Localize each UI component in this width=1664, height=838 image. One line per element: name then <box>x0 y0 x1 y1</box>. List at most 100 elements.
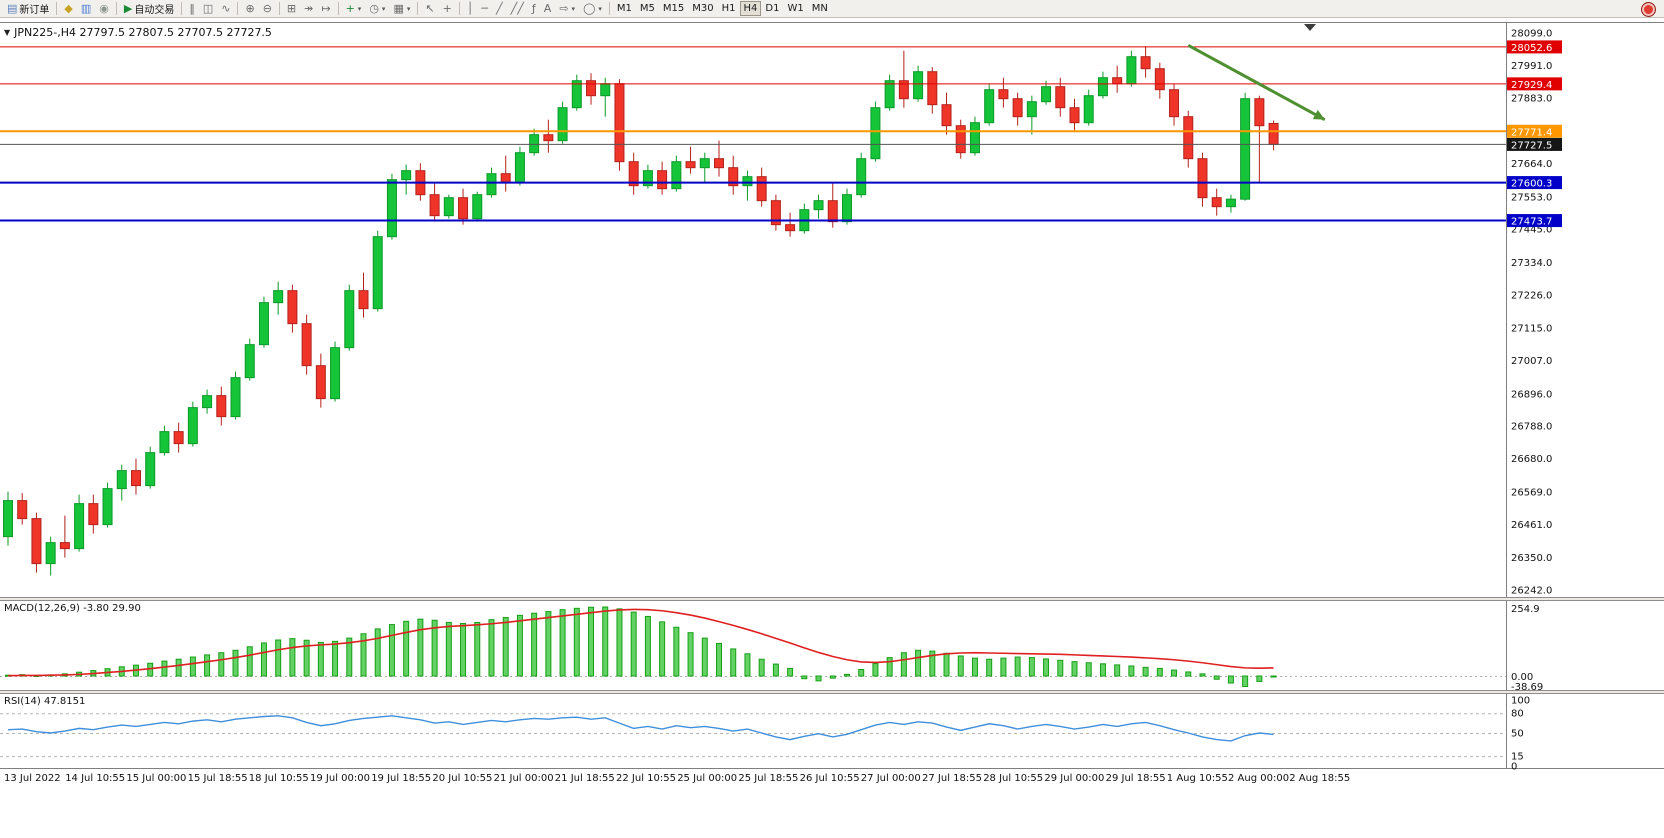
timeframe-m15-button[interactable]: M15 <box>659 1 688 16</box>
crosshair-button[interactable]: + <box>439 1 456 16</box>
indicators-button[interactable]: + ▾ <box>342 1 366 16</box>
tile-windows-button[interactable]: ⊞ <box>283 1 300 16</box>
price-badge-bg <box>1507 137 1562 151</box>
timeframe-m5-button[interactable]: M5 <box>636 1 659 16</box>
chart-shift-icon: ↦ <box>321 2 331 15</box>
arrows-button[interactable]: ⇨ ▾ <box>555 1 579 16</box>
macd-axis-label: 254.9 <box>1511 604 1540 615</box>
new-order-icon: ▤ <box>7 2 18 15</box>
text-label-button[interactable]: A <box>540 1 556 16</box>
trend-arrow[interactable] <box>1187 43 1326 122</box>
auto-trading-button[interactable]: ▶ 自动交易 <box>120 1 178 16</box>
timeframe-d1-label: D1 <box>765 3 780 14</box>
candlestick-chart-button[interactable]: ◫ <box>199 1 217 16</box>
candle-body <box>45 542 56 565</box>
candle-body <box>273 290 284 304</box>
line-chart-icon: ∿ <box>221 2 231 15</box>
timeframe-m1-button[interactable]: M1 <box>613 1 636 16</box>
macd-bar <box>858 669 865 677</box>
macd-bar <box>1213 675 1220 680</box>
timeframe-mn-button[interactable]: MN <box>808 1 832 16</box>
macd-bar <box>573 607 580 677</box>
timeframe-d1-button[interactable]: D1 <box>761 1 783 16</box>
shapes-button[interactable]: ◯ ▾ <box>579 1 606 16</box>
timeframe-m30-button[interactable]: M30 <box>688 1 717 16</box>
macd-bar <box>488 619 495 677</box>
panel-splitter[interactable] <box>0 598 1664 600</box>
price-axis-label: 26350.0 <box>1511 553 1552 564</box>
candle-body <box>543 134 554 142</box>
auto-scroll-icon: ↠ <box>304 2 314 15</box>
candles-layer <box>3 46 1279 576</box>
macd-axis-label: 0.00 <box>1511 672 1533 683</box>
caret-down-icon: ▾ <box>571 4 576 13</box>
candle-body <box>372 236 383 310</box>
macd-bar <box>502 617 509 677</box>
time-axis-label: 27 Jul 18:55 <box>922 773 982 784</box>
candle-body <box>898 80 909 100</box>
price-badge-bg <box>1507 214 1562 228</box>
chart-shift-marker[interactable] <box>1304 24 1316 31</box>
chart-shift-button[interactable]: ↦ <box>317 1 334 16</box>
toolbar-separator <box>181 2 183 15</box>
macd-bar <box>303 639 310 677</box>
horizontal-line-icon: ─ <box>481 2 489 15</box>
candle-body <box>1026 101 1037 118</box>
price-badge-text: 27473.7 <box>1511 217 1552 228</box>
new-order-button[interactable]: ▤ 新订单 <box>3 1 53 16</box>
time-axis-label: 15 Jul 18:55 <box>188 773 248 784</box>
time-axis-label: 29 Jul 18:55 <box>1106 773 1166 784</box>
timeframe-h1-button[interactable]: H1 <box>718 1 740 16</box>
caret-down-icon: ▾ <box>357 4 362 13</box>
panel-splitter[interactable] <box>0 691 1664 693</box>
macd-bar <box>317 641 324 677</box>
vertical-line-button[interactable]: │ <box>463 1 478 16</box>
auto-scroll-button[interactable]: ↠ <box>300 1 317 16</box>
data-window-button[interactable]: ▥ <box>77 1 95 16</box>
cursor-button[interactable]: ↖ <box>421 1 438 16</box>
bars-chart-button[interactable]: ‖ <box>185 1 199 16</box>
fibonacci-icon: ƒ <box>531 2 536 15</box>
macd-axis-label: -38.69 <box>1511 682 1543 693</box>
candle-body <box>1055 86 1066 109</box>
candle-body <box>813 200 824 211</box>
templates-button[interactable]: ▦ ▾ <box>389 1 414 16</box>
chart-dropdown-icon[interactable]: ▼ <box>4 27 11 37</box>
bars-chart-icon: ‖ <box>189 2 195 15</box>
zoom-in-button[interactable]: ⊕ <box>241 1 258 16</box>
macd-bar <box>772 663 779 677</box>
price-axis-label: 26896.0 <box>1511 389 1552 400</box>
candle-body <box>884 80 895 109</box>
timeframe-w1-button[interactable]: W1 <box>783 1 807 16</box>
macd-bar <box>1071 661 1078 677</box>
zoom-out-button[interactable]: ⊖ <box>259 1 276 16</box>
periods-button[interactable]: ◷ ▾ <box>365 1 389 16</box>
macd-bar <box>630 611 637 677</box>
fibonacci-button[interactable]: ƒ <box>528 1 540 16</box>
macd-bar <box>758 658 765 677</box>
candle-body <box>529 134 540 154</box>
macd-bar <box>1156 667 1163 677</box>
timeframe-h4-button[interactable]: H4 <box>739 1 762 16</box>
community-icon[interactable] <box>1641 2 1656 17</box>
time-axis-label: 15 Jul 00:00 <box>126 773 186 784</box>
navigator-button[interactable]: ◉ <box>95 1 113 16</box>
time-axis-label: 21 Jul 18:55 <box>555 773 615 784</box>
market-watch-button[interactable]: ◆ <box>60 1 76 16</box>
horizontal-line-button[interactable]: ─ <box>477 1 492 16</box>
toolbar: ▤ 新订单 ◆ ▥ ◉ ▶ 自动交易 ‖ ◫ ∿ ⊕ ⊖ ⊞ ↠ ↦ + ▾ ◷ ▾ ▦ ▾ ↖ + │ ─ ╱ ╱╱ ƒ A ⇨ ▾ ◯ ▾ M… <box>0 0 1664 18</box>
macd-bar <box>545 611 552 677</box>
macd-bar <box>787 667 794 677</box>
candle-body <box>642 170 653 187</box>
time-axis-label: 19 Jul 18:55 <box>371 773 431 784</box>
candle-body <box>969 122 980 154</box>
trend-line-button[interactable]: ╱ <box>492 1 507 16</box>
candle-body <box>657 170 668 190</box>
line-chart-button[interactable]: ∿ <box>217 1 234 16</box>
price-badge: 27473.7 <box>1507 214 1562 228</box>
candle-body <box>443 197 454 217</box>
macd-bar <box>1028 657 1035 677</box>
equidistant-channel-button[interactable]: ╱╱ <box>507 1 528 16</box>
rsi-axis-label: 50 <box>1511 729 1524 740</box>
chart-title: ▼ JPN225-,H4 27797.5 27807.5 27707.5 277… <box>4 26 272 39</box>
